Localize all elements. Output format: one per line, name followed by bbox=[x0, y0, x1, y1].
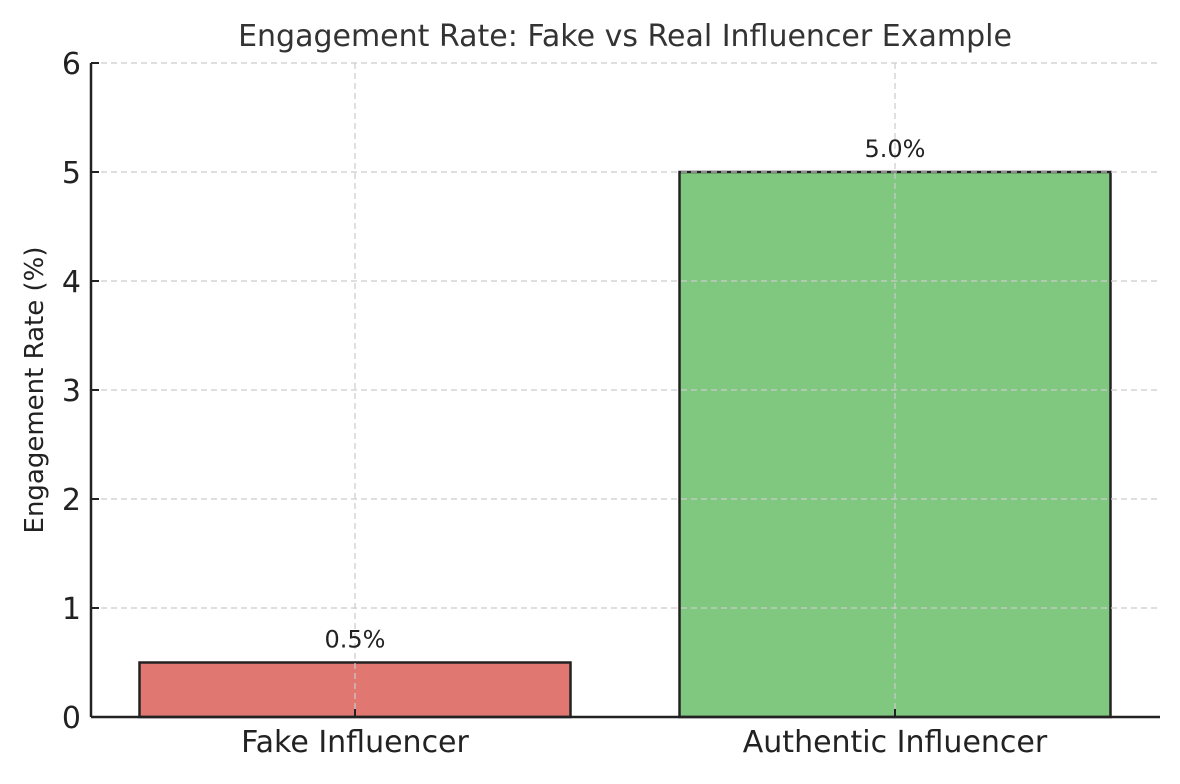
data-label: 5.0% bbox=[865, 135, 926, 163]
y-tick-label: 3 bbox=[62, 374, 81, 409]
y-tick-label: 5 bbox=[62, 156, 81, 191]
data-label: 0.5% bbox=[325, 626, 386, 654]
y-tick-label: 4 bbox=[62, 265, 81, 300]
y-tick-label: 1 bbox=[62, 592, 81, 627]
chart-title: Engagement Rate: Fake vs Real Influencer… bbox=[238, 19, 1012, 54]
y-tick-label: 2 bbox=[62, 483, 81, 518]
x-tick-label: Fake Influencer bbox=[241, 725, 469, 760]
y-tick-label: 6 bbox=[62, 47, 81, 82]
x-tick-label: Authentic Influencer bbox=[743, 725, 1048, 760]
y-axis-label: Engagement Rate (%) bbox=[20, 247, 50, 534]
y-tick-label: 0 bbox=[62, 701, 81, 736]
